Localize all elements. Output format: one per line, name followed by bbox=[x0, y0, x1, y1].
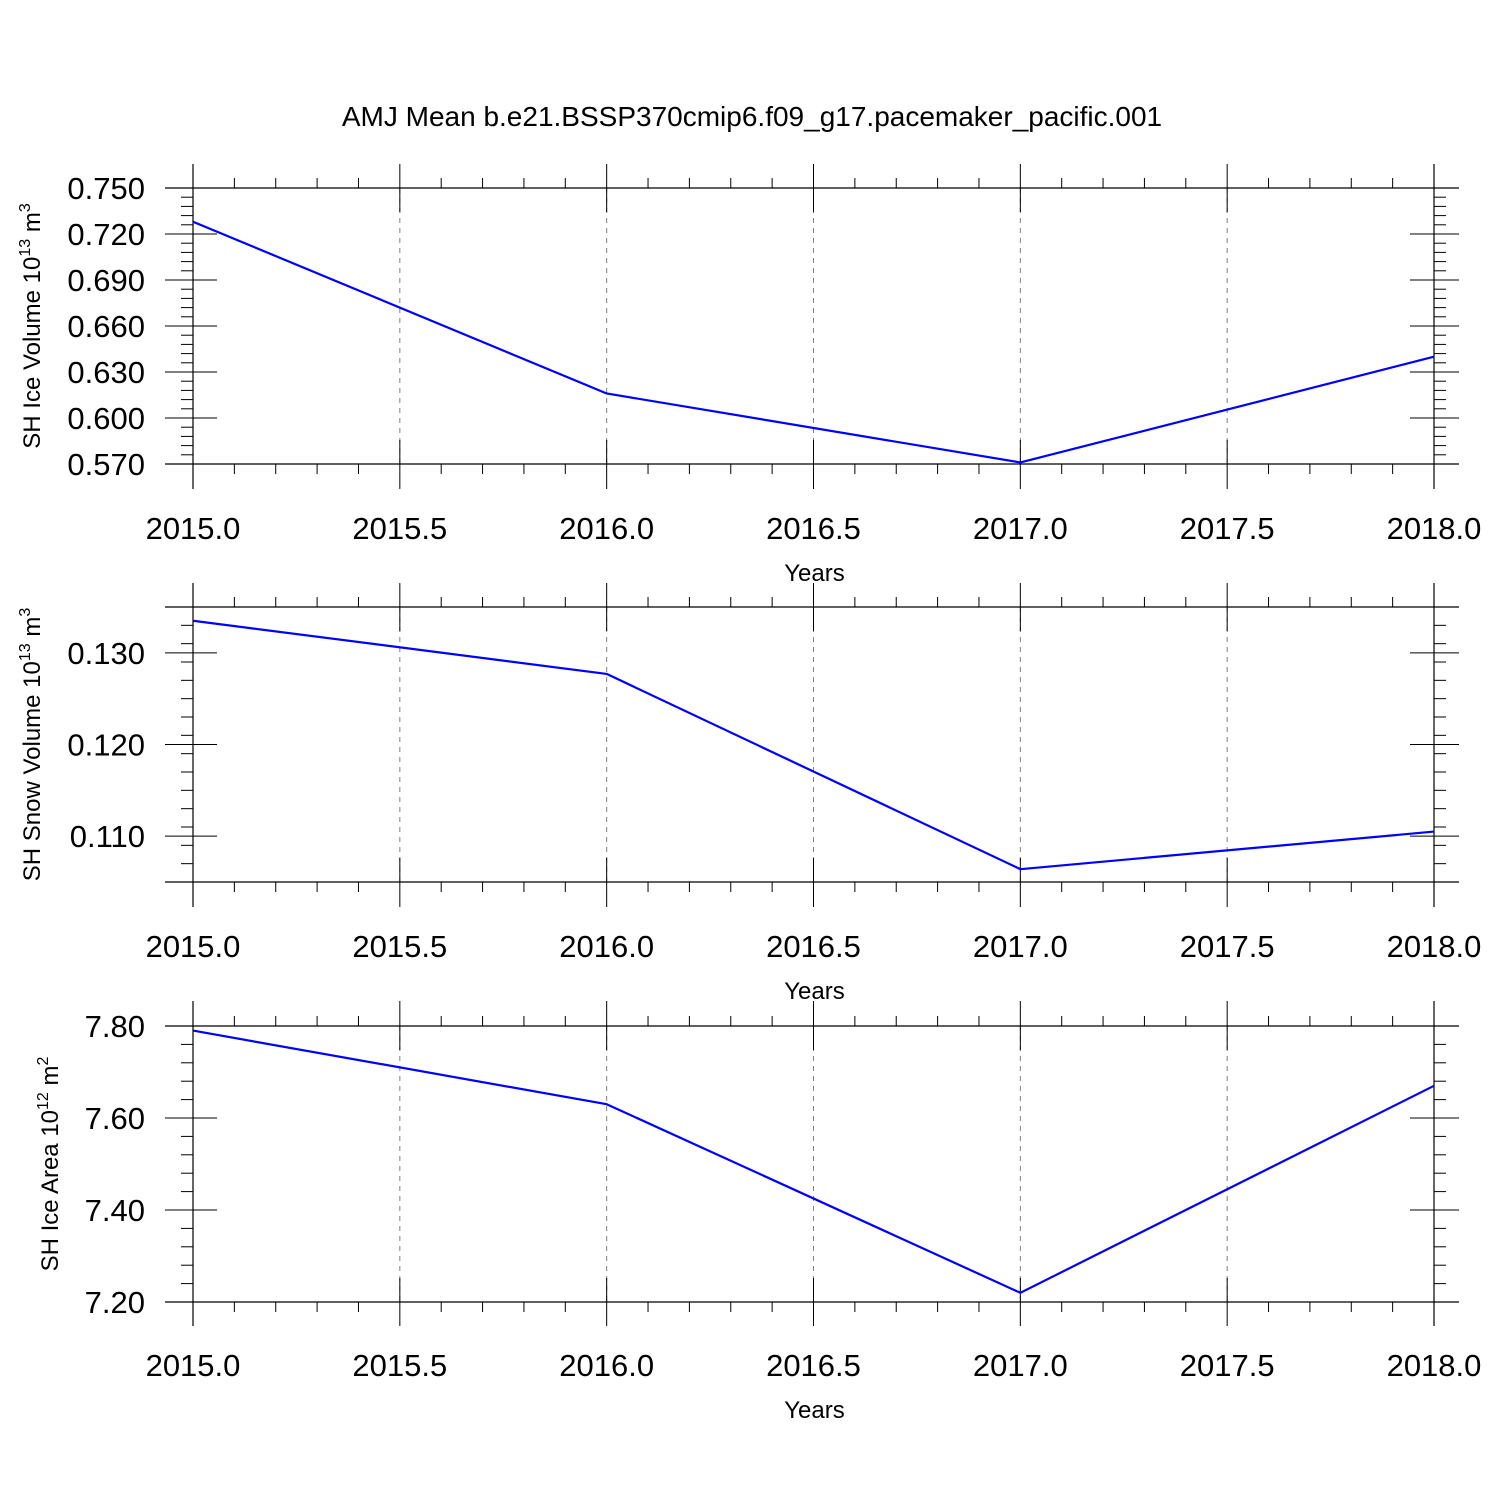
x-tick-label: 2015.5 bbox=[352, 1348, 447, 1383]
x-tick-label: 2018.0 bbox=[1387, 511, 1482, 546]
y-tick-label: 0.630 bbox=[67, 355, 145, 390]
x-tick-label: 2018.0 bbox=[1387, 929, 1482, 964]
x-tick-label: 2016.5 bbox=[766, 511, 861, 546]
x-tick-label: 2017.5 bbox=[1180, 1348, 1275, 1383]
y-tick-label: 0.750 bbox=[67, 171, 145, 206]
chart-panel-1: 0.570 0.600 0.630 0.660 0.690 0.720 0.750 2015.… bbox=[17, 164, 1481, 587]
x-tick-label: 2016.5 bbox=[766, 1348, 861, 1383]
y-tick-label: 0.130 bbox=[67, 636, 145, 671]
x-tick-label: 2017.5 bbox=[1180, 511, 1275, 546]
x-tick-label: 2017.0 bbox=[973, 929, 1068, 964]
y-tick-label: 0.110 bbox=[70, 819, 145, 854]
y-axis-title: SH Snow Volume 1013 m3 bbox=[17, 608, 46, 882]
y-axis-title: SH Ice Volume 1013 m3 bbox=[17, 203, 46, 449]
x-tick-label: 2016.0 bbox=[559, 1348, 654, 1383]
y-tick-label: 0.120 bbox=[67, 728, 145, 763]
x-tick-label: 2017.0 bbox=[973, 1348, 1068, 1383]
series-line-1 bbox=[192, 619, 1435, 871]
x-tick-label: 2016.5 bbox=[766, 929, 861, 964]
y-tick-label: 0.720 bbox=[67, 217, 145, 252]
series-line-1 bbox=[192, 220, 1435, 464]
y-tick-label: 0.600 bbox=[67, 401, 145, 436]
x-tick-label: 2016.0 bbox=[559, 511, 654, 546]
x-axis-title: Years bbox=[784, 560, 845, 587]
figure-title: AMJ Mean b.e21.BSSP370cmip6.f09_g17.pace… bbox=[342, 101, 1162, 132]
x-tick-label: 2015.0 bbox=[146, 511, 241, 546]
y-tick-label: 7.60 bbox=[85, 1101, 145, 1136]
x-tick-label: 2018.0 bbox=[1387, 1348, 1482, 1383]
chart-panel-2: 0.110 0.120 0.130 2015.0 2015.5 2016.0 2016.5 2… bbox=[17, 583, 1481, 1005]
x-tick-label: 2015.5 bbox=[352, 511, 447, 546]
x-tick-label: 2015.5 bbox=[352, 929, 447, 964]
chart-panel-3: 7.20 7.40 7.60 7.80 2015.0 2015.5 2016.0 2016.5… bbox=[35, 1001, 1481, 1424]
x-axis-title: Years bbox=[784, 1397, 845, 1424]
x-axis-title: Years bbox=[784, 978, 845, 1005]
x-tick-label: 2015.0 bbox=[146, 929, 241, 964]
y-axis-title: SH Ice Area 1012 m2 bbox=[35, 1057, 64, 1272]
y-tick-label: 7.80 bbox=[85, 1009, 145, 1044]
y-tick-label: 0.690 bbox=[67, 263, 145, 298]
series-line-1 bbox=[192, 1029, 1435, 1294]
x-tick-label: 2016.0 bbox=[559, 929, 654, 964]
y-tick-label: 0.660 bbox=[67, 309, 145, 344]
panels: 0.570 0.600 0.630 0.660 0.690 0.720 0.750 2015.… bbox=[17, 164, 1481, 1424]
y-tick-label: 7.40 bbox=[85, 1193, 145, 1228]
x-tick-label: 2017.5 bbox=[1180, 929, 1275, 964]
x-tick-label: 2017.0 bbox=[973, 511, 1068, 546]
x-tick-label: 2015.0 bbox=[146, 1348, 241, 1383]
y-tick-label: 7.20 bbox=[85, 1285, 145, 1320]
y-tick-label: 0.570 bbox=[67, 447, 145, 482]
